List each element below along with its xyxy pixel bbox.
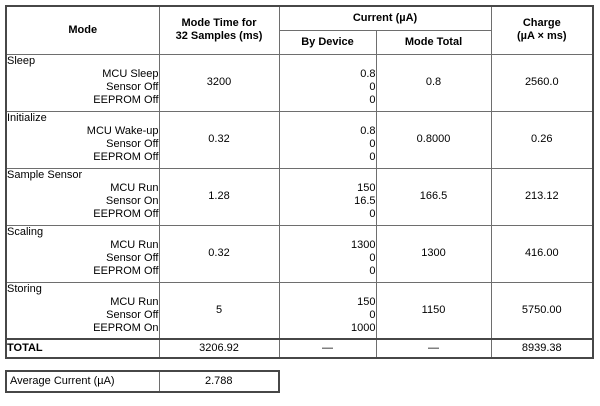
table-row-scaling: Scaling MCU Run Sensor Off EEPROM Off 0.… <box>5 224 594 283</box>
table-row-total: TOTAL 3206.92 — — 8939.38 <box>5 338 594 359</box>
mode-time-value: 5 <box>158 281 280 340</box>
by-device-cell: 150 0 1000 <box>278 281 377 340</box>
mode-time-value: 0.32 <box>158 110 280 169</box>
by-device-value: 0.8 <box>360 67 376 80</box>
header-mode-time-line2: 32 Samples (ms) <box>175 30 263 43</box>
by-device-value: 0 <box>369 207 376 220</box>
mode-cell: Initialize MCU Wake-up Sensor Off EEPROM… <box>5 110 160 169</box>
mode-total-value: 166.5 <box>375 167 492 226</box>
average-current-row: Average Current (µA) 2.788 <box>5 370 280 393</box>
device-name: Sensor Off <box>106 137 159 150</box>
device-name: MCU Run <box>110 238 159 251</box>
mode-time-value: 3200 <box>158 53 280 112</box>
mode-group-label: Initialize <box>7 111 47 124</box>
header-mode-time: Mode Time for 32 Samples (ms) <box>158 5 280 55</box>
by-device-value: 0 <box>369 264 376 277</box>
charge-value: 213.12 <box>490 167 594 226</box>
total-charge: 8939.38 <box>490 338 594 359</box>
by-device-value: 0.8 <box>360 124 376 137</box>
charge-value: 416.00 <box>490 224 594 283</box>
by-device-value: 0 <box>369 80 376 93</box>
by-device-value: 0 <box>369 251 376 264</box>
by-device-spacer <box>280 283 375 296</box>
mode-group-label: Sleep <box>7 54 36 67</box>
total-label: TOTAL <box>5 338 160 359</box>
device-name: MCU Wake-up <box>86 124 159 137</box>
mode-total-value: 0.8 <box>375 53 492 112</box>
by-device-value: 150 <box>357 295 376 308</box>
power-budget-table: Mode Mode Time for 32 Samples (ms) Curre… <box>5 5 595 359</box>
by-device-cell: 1300 0 0 <box>278 224 377 283</box>
by-device-value: 0 <box>369 308 376 321</box>
by-device-value: 0 <box>369 150 376 163</box>
mode-group-label: Scaling <box>7 225 44 238</box>
mode-total-value: 0.8000 <box>375 110 492 169</box>
device-name: EEPROM Off <box>93 264 159 277</box>
header-mode-time-line1: Mode Time for <box>181 17 257 30</box>
mode-cell: Scaling MCU Run Sensor Off EEPROM Off <box>5 224 160 283</box>
device-name: Sensor Off <box>106 80 159 93</box>
mode-group-label: Sample Sensor <box>7 168 83 181</box>
average-current-value: 2.788 <box>158 370 280 393</box>
header-charge-line1: Charge <box>522 17 561 30</box>
header-mode: Mode <box>5 5 160 55</box>
table-row-storing: Storing MCU Run Sensor Off EEPROM On 5 1… <box>5 281 594 340</box>
charge-value: 5750.00 <box>490 281 594 340</box>
mode-total-value: 1150 <box>375 281 492 340</box>
total-mode-total: — <box>375 338 492 359</box>
by-device-value: 0 <box>369 93 376 106</box>
mode-cell: Storing MCU Run Sensor Off EEPROM On <box>5 281 160 340</box>
average-current-label: Average Current (µA) <box>5 370 160 393</box>
by-device-spacer <box>280 226 375 239</box>
device-name: MCU Sleep <box>102 67 159 80</box>
header-mode-total: Mode Total <box>375 29 492 55</box>
device-name: Sensor On <box>105 194 159 207</box>
header-by-device: By Device <box>278 29 377 55</box>
device-name: EEPROM On <box>93 321 159 334</box>
by-device-value: 1300 <box>351 238 376 251</box>
table-row-sleep: Sleep MCU Sleep Sensor Off EEPROM Off 32… <box>5 53 594 112</box>
mode-group-label: Storing <box>7 282 42 295</box>
mode-cell: Sleep MCU Sleep Sensor Off EEPROM Off <box>5 53 160 112</box>
device-name: MCU Run <box>110 295 159 308</box>
device-name: Sensor Off <box>106 308 159 321</box>
by-device-cell: 0.8 0 0 <box>278 110 377 169</box>
device-name: EEPROM Off <box>93 150 159 163</box>
by-device-value: 16.5 <box>354 194 376 207</box>
device-name: Sensor Off <box>106 251 159 264</box>
by-device-cell: 0.8 0 0 <box>278 53 377 112</box>
page: Mode Mode Time for 32 Samples (ms) Curre… <box>5 5 595 393</box>
total-by-device: — <box>278 338 377 359</box>
device-name: EEPROM Off <box>93 207 159 220</box>
by-device-value: 1000 <box>351 321 376 334</box>
header-charge: Charge (µA × ms) <box>490 5 594 55</box>
header-current: Current (µA) <box>278 5 492 31</box>
by-device-cell: 150 16.5 0 <box>278 167 377 226</box>
by-device-spacer <box>280 169 375 182</box>
charge-value: 0.26 <box>490 110 594 169</box>
device-name: EEPROM Off <box>93 93 159 106</box>
mode-time-value: 0.32 <box>158 224 280 283</box>
by-device-spacer <box>280 55 375 68</box>
mode-total-value: 1300 <box>375 224 492 283</box>
mode-time-value: 1.28 <box>158 167 280 226</box>
charge-value: 2560.0 <box>490 53 594 112</box>
header-charge-line2: (µA × ms) <box>516 30 567 43</box>
by-device-value: 150 <box>357 181 376 194</box>
mode-cell: Sample Sensor MCU Run Sensor On EEPROM O… <box>5 167 160 226</box>
table-row-initialize: Initialize MCU Wake-up Sensor Off EEPROM… <box>5 110 594 169</box>
by-device-value: 0 <box>369 137 376 150</box>
total-mode-time: 3206.92 <box>158 338 280 359</box>
table-row-sample-sensor: Sample Sensor MCU Run Sensor On EEPROM O… <box>5 167 594 226</box>
device-name: MCU Run <box>110 181 159 194</box>
by-device-spacer <box>280 112 375 125</box>
average-current-table: Average Current (µA) 2.788 <box>5 370 280 393</box>
